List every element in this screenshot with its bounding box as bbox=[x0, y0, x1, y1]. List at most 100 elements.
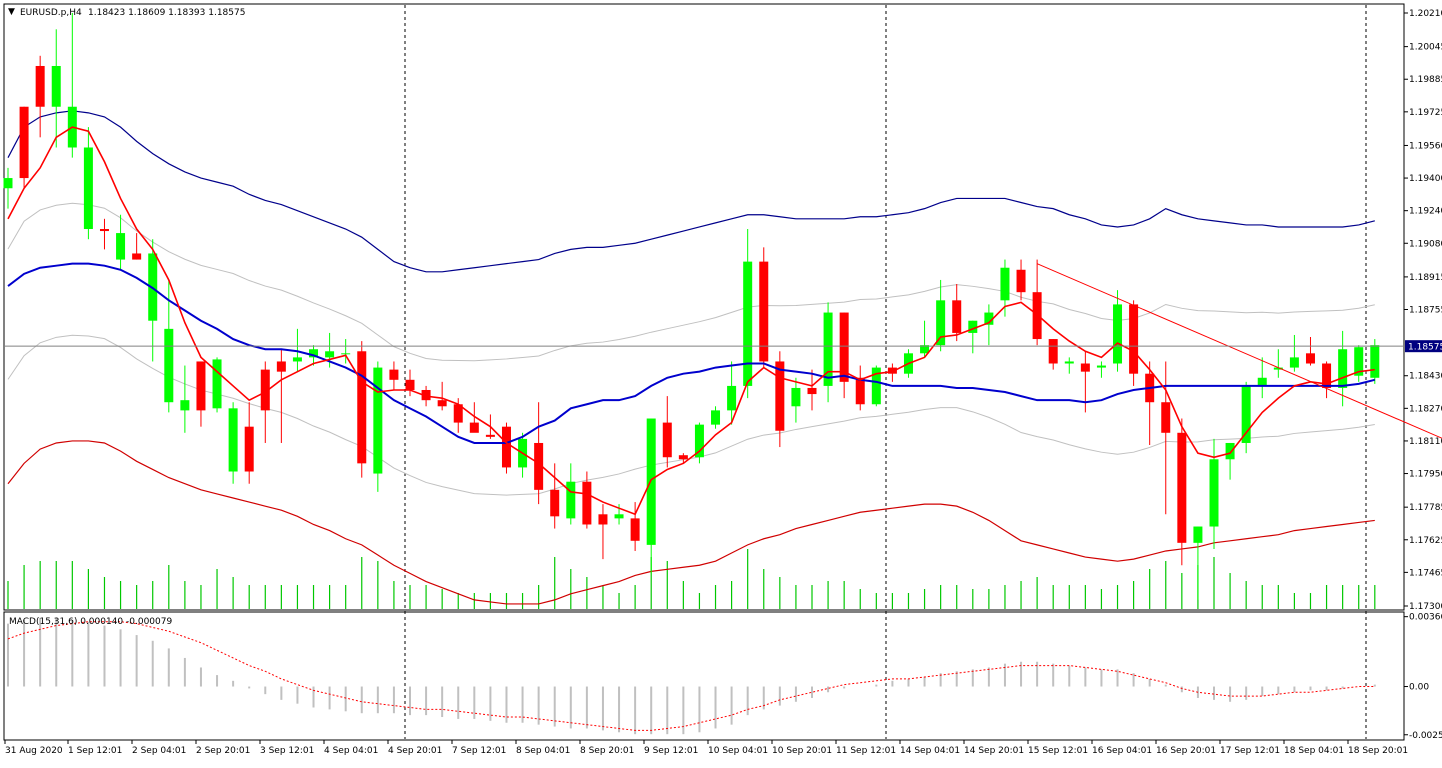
bull-candle-body bbox=[212, 359, 222, 409]
price-tick-label: 1.19725 bbox=[1409, 108, 1442, 118]
price-tick-label: 1.18110 bbox=[1409, 437, 1442, 447]
price-tick-label: 1.19560 bbox=[1409, 141, 1442, 151]
bull-candle-body bbox=[1096, 365, 1106, 368]
time-tick-label: 9 Sep 12:01 bbox=[644, 746, 698, 756]
symbol-header: ▼ EURUSD.p,H4 1.18423 1.18609 1.18393 1.… bbox=[8, 7, 245, 18]
bear-candle-body bbox=[469, 422, 479, 433]
price-tick-label: 1.17300 bbox=[1409, 602, 1442, 612]
price-tick-label: 1.17785 bbox=[1409, 503, 1442, 513]
bull-candle-body bbox=[694, 424, 704, 458]
candles-layer bbox=[3, 13, 1380, 600]
bull-candle-body bbox=[936, 300, 946, 346]
bull-candle-body bbox=[1225, 442, 1235, 460]
bull-candle-body bbox=[164, 328, 174, 403]
bull-candle-body bbox=[180, 400, 190, 411]
bear-candle-body bbox=[807, 387, 817, 395]
bull-candle-body bbox=[791, 387, 801, 407]
price-tick-label: 1.18755 bbox=[1409, 306, 1442, 316]
bull-candle-body bbox=[920, 345, 930, 354]
bear-candle-body bbox=[550, 489, 560, 517]
bull-candle-body bbox=[823, 312, 833, 386]
bear-candle-body bbox=[1129, 304, 1139, 374]
red-moving-average bbox=[7, 126, 1375, 516]
bear-candle-body bbox=[759, 261, 769, 362]
main-chart-frame bbox=[3, 3, 1405, 611]
bull-candle-body bbox=[325, 351, 335, 358]
bull-candle-body bbox=[743, 261, 753, 386]
bear-candle-body bbox=[19, 106, 29, 179]
time-tick-label: 16 Sep 04:01 bbox=[1092, 746, 1152, 756]
bull-candle-body bbox=[116, 233, 126, 260]
lower-envelope-line bbox=[7, 440, 1375, 605]
time-axis: 31 Aug 2020 1 Sep 12:01 2 Sep 04:01 2 Sep 2… bbox=[4, 740, 1408, 756]
bull-candle-body bbox=[3, 178, 13, 189]
moving-averages bbox=[7, 126, 1376, 516]
blue-moving-average bbox=[7, 262, 1376, 444]
inner-upper-envelope-line bbox=[7, 202, 1375, 362]
bear-candle-body bbox=[357, 351, 367, 464]
bull-candle-body bbox=[1338, 349, 1348, 388]
bear-candle-body bbox=[1161, 402, 1171, 433]
bear-candle-body bbox=[534, 442, 544, 490]
price-tick-label: 1.18915 bbox=[1409, 273, 1442, 283]
time-tick-label: 4 Sep 20:01 bbox=[388, 746, 442, 756]
bear-candle-body bbox=[389, 369, 399, 380]
bear-candle-body bbox=[244, 426, 254, 472]
bear-candle-body bbox=[598, 514, 608, 525]
envelope-bands bbox=[7, 110, 1375, 605]
current-price-label: 1.18575 bbox=[1408, 343, 1442, 353]
bear-candle-body bbox=[582, 481, 592, 525]
bear-candle-body bbox=[678, 455, 688, 460]
bear-candle-body bbox=[1322, 363, 1332, 388]
bear-candle-body bbox=[453, 404, 463, 423]
time-tick-label: 4 Sep 04:01 bbox=[324, 746, 378, 756]
bull-candle-body bbox=[968, 320, 978, 333]
macd-panel-frame bbox=[3, 611, 1405, 741]
bear-candle-body bbox=[1016, 269, 1026, 293]
bull-candle-body bbox=[871, 367, 881, 405]
time-tick-label: 14 Sep 20:01 bbox=[964, 746, 1024, 756]
time-tick-label: 17 Sep 12:01 bbox=[1220, 746, 1280, 756]
bull-candle-body bbox=[711, 410, 721, 425]
bear-candle-body bbox=[1080, 363, 1090, 372]
bull-candle-body bbox=[984, 312, 994, 325]
price-tick-label: 1.18430 bbox=[1409, 372, 1442, 382]
time-tick-label: 10 Sep 20:01 bbox=[772, 746, 832, 756]
bull-candle-body bbox=[83, 147, 93, 230]
trendline-layer bbox=[1036, 263, 1442, 439]
time-tick-label: 18 Sep 20:01 bbox=[1348, 746, 1408, 756]
time-tick-label: 14 Sep 04:01 bbox=[900, 746, 960, 756]
upper-envelope-line bbox=[7, 110, 1375, 273]
bear-candle-body bbox=[839, 312, 849, 382]
bear-candle-body bbox=[35, 65, 45, 107]
trend-line[interactable] bbox=[1036, 263, 1442, 439]
bull-candle-body bbox=[309, 349, 319, 358]
time-tick-label: 2 Sep 20:01 bbox=[196, 746, 250, 756]
time-tick-label: 31 Aug 2020 bbox=[5, 746, 63, 756]
ohlc-values: 1.18423 1.18609 1.18393 1.18575 bbox=[88, 8, 245, 18]
bear-candle-body bbox=[1177, 432, 1187, 543]
price-tick-label: 1.17950 bbox=[1409, 470, 1442, 480]
time-tick-label: 16 Sep 20:01 bbox=[1156, 746, 1216, 756]
dropdown-triangle-icon[interactable]: ▼ bbox=[8, 7, 15, 17]
bear-candle-body bbox=[630, 518, 640, 541]
time-tick-label: 10 Sep 04:01 bbox=[708, 746, 768, 756]
bear-candle-body bbox=[662, 422, 672, 458]
bull-candle-body bbox=[1370, 345, 1380, 378]
bear-candle-body bbox=[855, 377, 865, 405]
bull-candle-body bbox=[1193, 526, 1203, 543]
inner-lower-envelope-line bbox=[7, 334, 1375, 496]
time-tick-label: 7 Sep 12:01 bbox=[452, 746, 506, 756]
price-tick-label: 1.17625 bbox=[1409, 536, 1442, 546]
bear-candle-body bbox=[421, 389, 431, 401]
price-tick-label: 1.19885 bbox=[1409, 75, 1442, 85]
bull-candle-body bbox=[1113, 304, 1123, 364]
macd-tick-label: 0.00 bbox=[1409, 683, 1429, 693]
macd-tick-label: 0.003665 bbox=[1409, 613, 1442, 623]
bear-candle-body bbox=[437, 400, 447, 407]
bear-candle-body bbox=[1305, 353, 1315, 364]
